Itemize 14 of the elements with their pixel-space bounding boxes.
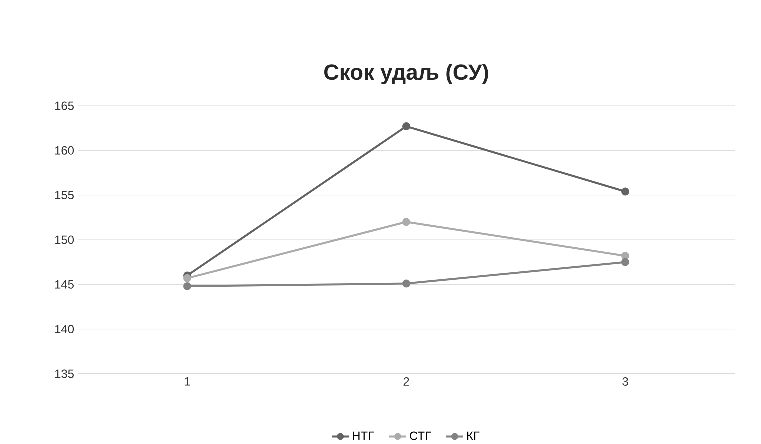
y-tick-label: 150	[55, 236, 74, 244]
y-tick-label: 135	[55, 370, 74, 378]
legend-label: НТГ	[353, 432, 374, 440]
legend-label: КГ	[467, 432, 480, 440]
y-tick-label: 165	[55, 102, 74, 110]
y-tick-label: 145	[55, 280, 74, 289]
x-tick-label: 3	[622, 378, 628, 386]
x-tick-label: 1	[185, 378, 190, 386]
x-tick-label: 2	[404, 378, 410, 386]
y-tick-label: 160	[55, 146, 74, 155]
y-tick-label: 140	[55, 325, 74, 334]
legend-label: СТГ	[410, 432, 432, 440]
chart-title: Скок удаљ (СУ)	[324, 64, 488, 84]
y-tick-label: 155	[55, 191, 74, 200]
